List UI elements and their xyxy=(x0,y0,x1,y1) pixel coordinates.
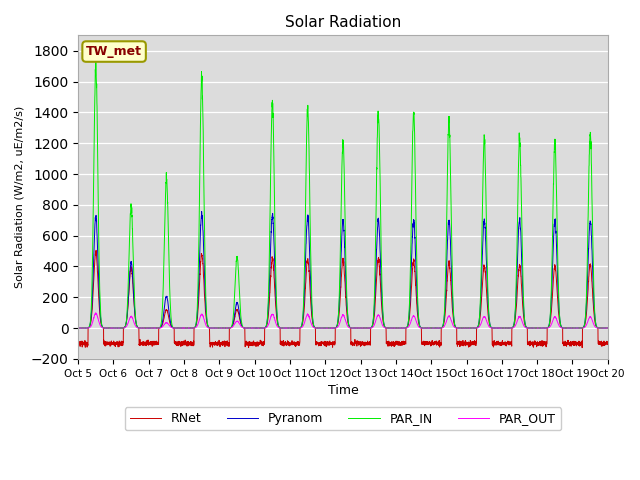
Pyranom xyxy=(492,325,499,331)
RNet xyxy=(492,340,499,346)
RNet xyxy=(604,342,611,348)
Line: PAR_IN: PAR_IN xyxy=(78,60,608,328)
X-axis label: Time: Time xyxy=(328,384,358,397)
Legend: RNet, Pyranom, PAR_IN, PAR_OUT: RNet, Pyranom, PAR_IN, PAR_OUT xyxy=(125,407,561,430)
PAR_OUT xyxy=(604,325,611,331)
PAR_OUT xyxy=(170,325,177,331)
Line: RNet: RNet xyxy=(78,250,608,348)
PAR_OUT xyxy=(433,325,440,331)
PAR_OUT xyxy=(462,325,470,331)
PAR_IN xyxy=(462,325,470,331)
RNet xyxy=(433,338,440,344)
RNet xyxy=(74,341,82,347)
RNet xyxy=(170,325,177,331)
RNet xyxy=(92,247,100,253)
Line: PAR_OUT: PAR_OUT xyxy=(78,313,608,328)
PAR_IN xyxy=(492,325,499,331)
PAR_IN xyxy=(74,325,82,331)
PAR_OUT xyxy=(74,325,82,331)
RNet xyxy=(461,339,469,345)
PAR_IN xyxy=(170,325,177,331)
RNet xyxy=(604,339,612,345)
PAR_IN xyxy=(604,325,612,331)
RNet xyxy=(323,341,331,347)
PAR_IN xyxy=(143,325,151,331)
PAR_IN xyxy=(433,325,440,331)
Pyranom xyxy=(81,325,88,331)
Pyranom xyxy=(433,325,440,331)
Pyranom xyxy=(74,325,82,331)
Pyranom xyxy=(198,209,205,215)
RNet xyxy=(579,345,586,350)
Pyranom xyxy=(323,325,331,331)
PAR_OUT xyxy=(151,325,159,331)
Pyranom xyxy=(604,325,611,331)
PAR_IN xyxy=(323,325,331,331)
Pyranom xyxy=(462,325,470,331)
Pyranom xyxy=(170,325,177,331)
PAR_OUT xyxy=(323,325,331,331)
PAR_OUT xyxy=(92,310,99,316)
Title: Solar Radiation: Solar Radiation xyxy=(285,15,401,30)
PAR_IN xyxy=(604,325,611,331)
Pyranom xyxy=(604,325,612,331)
Text: TW_met: TW_met xyxy=(86,45,142,58)
PAR_OUT xyxy=(492,325,499,331)
PAR_OUT xyxy=(604,325,612,331)
Y-axis label: Solar Radiation (W/m2, uE/m2/s): Solar Radiation (W/m2, uE/m2/s) xyxy=(15,106,25,288)
Line: Pyranom: Pyranom xyxy=(78,212,608,328)
PAR_IN xyxy=(92,57,100,62)
